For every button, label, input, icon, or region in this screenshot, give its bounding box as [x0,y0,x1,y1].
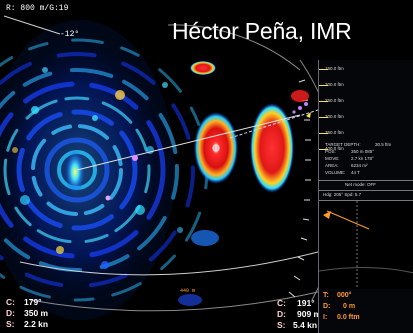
mini-sonar-view [319,201,413,289]
bottom-t-label: T: [323,292,329,299]
area-label: AREA: [325,163,339,168]
vessel-icon [306,112,311,118]
bottom-i-value: 0.0 ftm [337,314,360,321]
course-label: C: [6,297,15,307]
speed-label: S: [6,319,15,329]
target-depth-label: TARGET DEPTH: [325,142,361,147]
fish-school-echo [190,61,216,75]
range-ring-label: 440 m [180,288,196,294]
depth-scale-label: 250.0 ftm [325,98,344,103]
bearing-ticks [288,79,311,298]
fish-school-echo [250,103,294,193]
fish-school-echoes [178,61,309,306]
target-depth-value: 30.5 ftm [375,142,392,147]
depth-value: 350 m [24,308,49,318]
move-value: 2.7 kn 178° [351,156,374,161]
depth-label: D: [6,308,15,318]
depth-scale-label: 300.0 ftm [325,114,344,119]
depth-scale-label: 200.0 ftm [325,82,344,87]
range-gain-readout: R: 800 m/G:19 [6,4,69,13]
pos-value: 350 m 085° [351,149,375,154]
depth-scale-label: 350.0 ftm [325,130,344,135]
pos-label: POS: [325,149,336,154]
echo-rings [0,38,209,302]
volume-value: 44 T [351,170,360,175]
net-mode-status: Net mode: OFF [345,182,377,187]
beam-origin [65,150,85,194]
depth-label: D: [277,309,286,319]
track-markers [105,102,308,201]
bottom-t-value: 000° [337,292,352,299]
depth-scale-label: 400.0 ftm [325,146,344,151]
image-credit: Héctor Peña, IMR [172,18,352,44]
bearing-line [76,114,301,171]
speed-label: S: [277,320,286,330]
area-value: 6234 m² [351,163,368,168]
speed-value: 5.4 kn [293,320,318,330]
speed-value: 2.2 kn [24,319,49,329]
echo-speckles [12,67,183,269]
course-label: C: [277,298,286,308]
fish-school-echo [194,112,238,184]
tilt-line [3,15,61,35]
course-value: 191° [297,298,315,308]
target-info-panel: 150.0 ftm 200.0 ftm 250.0 ftm 300.0 ftm … [318,60,413,333]
bottom-d-label: D: [323,303,331,310]
depth-value: 909 m [297,309,322,319]
target-marker [212,144,220,152]
tilt-readout: -12° [60,30,80,39]
bottom-i-label: I: [323,314,328,321]
move-label: MOVE: [325,156,340,161]
heading-speed-readout: Hdg: 205° Spd: 5.7 [323,192,362,197]
bottom-d-value: 0 m [343,303,356,310]
volume-label: VOLUME: [325,170,346,175]
depth-scale-label: 150.0 ftm [325,66,344,71]
course-value: 179° [24,297,42,307]
